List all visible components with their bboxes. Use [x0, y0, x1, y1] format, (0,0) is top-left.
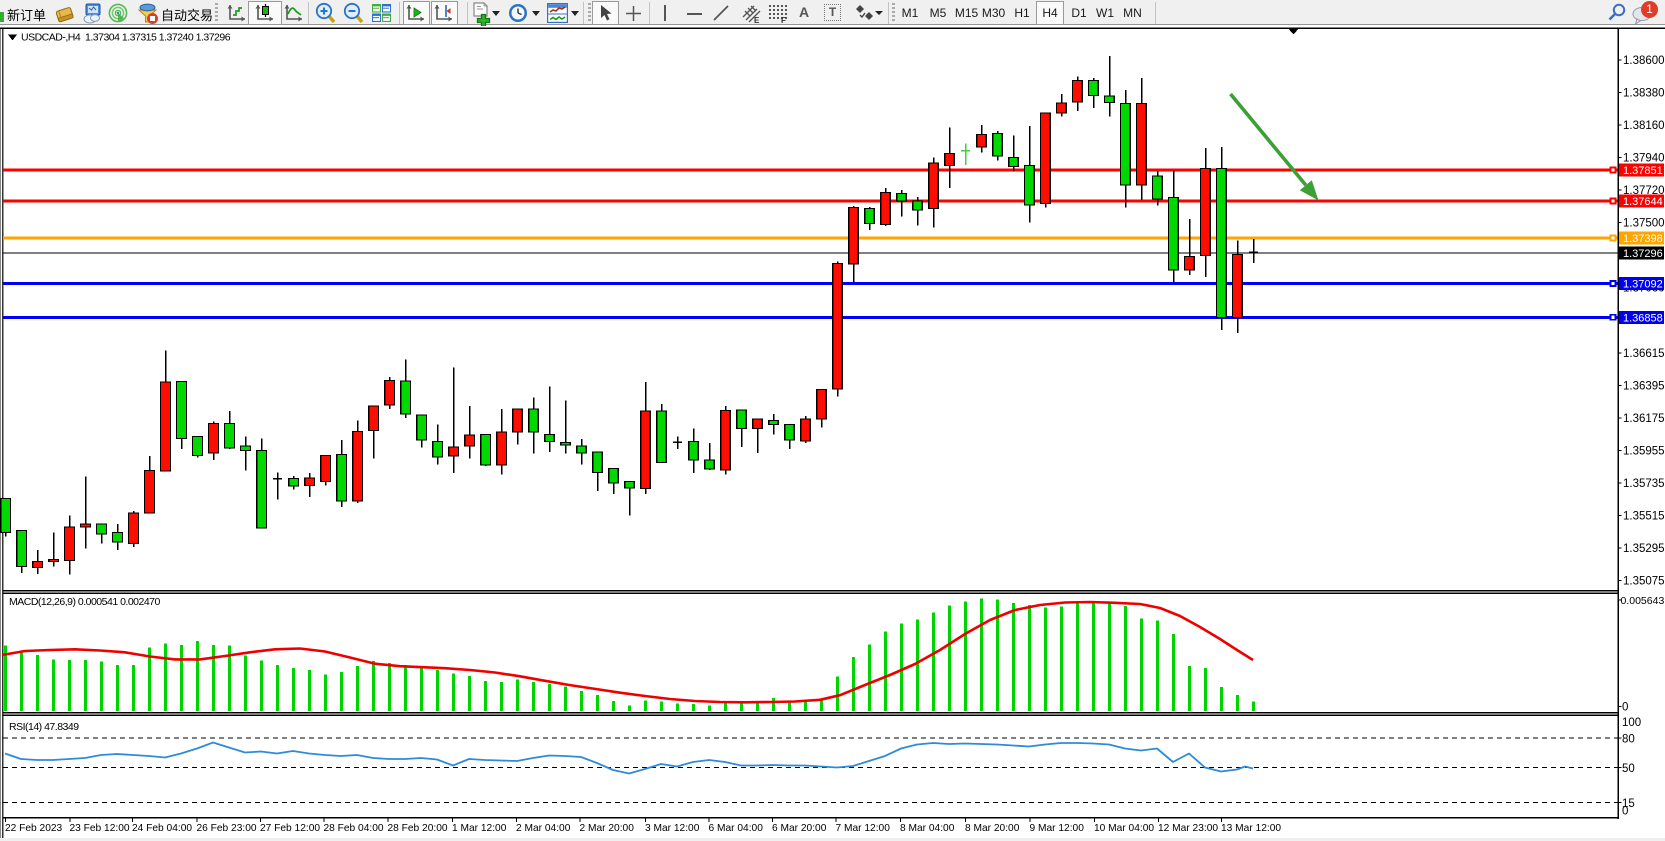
svg-text:1.37940: 1.37940: [1623, 153, 1665, 165]
svg-text:8 Mar 20:00: 8 Mar 20:00: [965, 823, 1020, 834]
svg-text:2 Mar 04:00: 2 Mar 04:00: [516, 823, 571, 834]
svg-text:1.35295: 1.35295: [1623, 543, 1665, 555]
svg-text:1.37500: 1.37500: [1623, 218, 1665, 230]
svg-text:26 Feb 23:00: 26 Feb 23:00: [197, 823, 257, 834]
svg-text:2 Mar 20:00: 2 Mar 20:00: [580, 823, 635, 834]
svg-text:8 Mar 04:00: 8 Mar 04:00: [900, 823, 955, 834]
svg-text:24 Feb 04:00: 24 Feb 04:00: [132, 823, 192, 834]
svg-text:1.37296: 1.37296: [1623, 248, 1663, 260]
svg-text:0.005643: 0.005643: [1621, 595, 1665, 607]
svg-text:80: 80: [1622, 734, 1635, 746]
svg-text:1.35735: 1.35735: [1623, 478, 1665, 490]
svg-text:1.36395: 1.36395: [1623, 381, 1665, 393]
svg-text:13 Mar 12:00: 13 Mar 12:00: [1221, 823, 1281, 834]
svg-text:100: 100: [1622, 717, 1641, 729]
svg-text:1.36175: 1.36175: [1623, 413, 1665, 425]
svg-text:1.37092: 1.37092: [1623, 279, 1663, 291]
svg-text:0: 0: [1622, 702, 1628, 714]
svg-text:1.38380: 1.38380: [1623, 88, 1665, 100]
svg-text:7 Mar 12:00: 7 Mar 12:00: [836, 823, 891, 834]
svg-text:28 Feb 04:00: 28 Feb 04:00: [324, 823, 384, 834]
svg-text:27 Feb 12:00: 27 Feb 12:00: [260, 823, 320, 834]
svg-text:15: 15: [1622, 798, 1635, 810]
svg-text:F: F: [781, 16, 786, 24]
svg-text:1.35515: 1.35515: [1623, 511, 1665, 523]
svg-text:1.38600: 1.38600: [1623, 55, 1665, 67]
svg-text:RSI(14) 47.8349: RSI(14) 47.8349: [9, 721, 79, 733]
svg-text:1.35955: 1.35955: [1623, 446, 1665, 458]
svg-text:22 Feb 2023: 22 Feb 2023: [5, 823, 63, 834]
svg-text:USDCAD-,H4 1.37304 1.37315 1.: USDCAD-,H4 1.37304 1.37315 1.37240 1.372…: [21, 32, 231, 44]
svg-text:12 Mar 23:00: 12 Mar 23:00: [1158, 823, 1218, 834]
svg-text:9 Mar 12:00: 9 Mar 12:00: [1030, 823, 1085, 834]
svg-text:E: E: [754, 16, 760, 24]
svg-text:23 Feb 12:00: 23 Feb 12:00: [70, 823, 130, 834]
svg-text:1.37720: 1.37720: [1623, 185, 1665, 197]
svg-text:1.35075: 1.35075: [1623, 576, 1665, 588]
svg-text:3 Mar 12:00: 3 Mar 12:00: [645, 823, 700, 834]
svg-text:10 Mar 04:00: 10 Mar 04:00: [1094, 823, 1154, 834]
svg-text:6 Mar 20:00: 6 Mar 20:00: [772, 823, 827, 834]
svg-text:MACD(12,26,9) 0.000541 0.00247: MACD(12,26,9) 0.000541 0.002470: [9, 596, 161, 608]
svg-text:50: 50: [1622, 763, 1635, 775]
svg-text:1.36858: 1.36858: [1623, 312, 1663, 324]
svg-text:1 Mar 12:00: 1 Mar 12:00: [452, 823, 507, 834]
svg-text:6 Mar 04:00: 6 Mar 04:00: [709, 823, 764, 834]
svg-text:1.37644: 1.37644: [1623, 196, 1663, 208]
svg-text:1.37398: 1.37398: [1623, 233, 1663, 245]
svg-text:1.36615: 1.36615: [1623, 348, 1665, 360]
svg-text:0: 0: [1622, 806, 1628, 818]
svg-text:1.38160: 1.38160: [1623, 120, 1665, 132]
svg-text:1.37851: 1.37851: [1623, 165, 1663, 177]
svg-text:28 Feb 20:00: 28 Feb 20:00: [388, 823, 448, 834]
